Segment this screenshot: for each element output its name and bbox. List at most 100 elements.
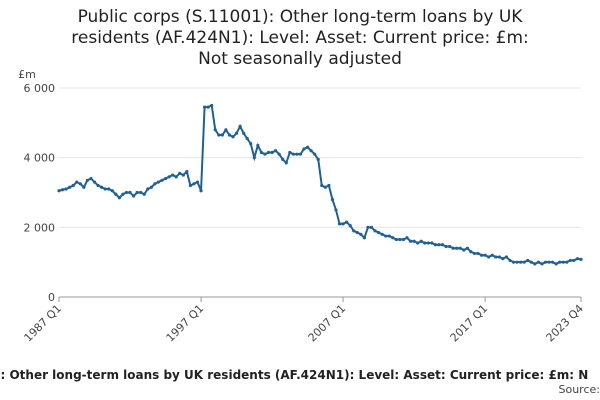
data-point: [284, 161, 288, 165]
data-point: [337, 222, 342, 226]
data-point: [352, 229, 356, 233]
data-point: [92, 180, 97, 184]
data-point: [483, 253, 487, 257]
data-point: [405, 236, 409, 240]
data-point: [437, 243, 441, 247]
data-point: [515, 260, 519, 264]
data-point: [565, 260, 569, 264]
data-point: [476, 251, 480, 256]
data-point: [490, 253, 494, 257]
data-point: [543, 260, 548, 264]
data-point: [146, 187, 150, 191]
y-unit: £m: [18, 68, 36, 81]
data-point: [398, 237, 402, 242]
data-point: [561, 260, 565, 264]
data-point: [192, 182, 196, 186]
data-point: [416, 241, 420, 245]
data-point: [114, 192, 118, 196]
data-point: [501, 257, 505, 261]
data-point: [540, 262, 544, 266]
y-tick-label: 6 000: [24, 82, 56, 95]
data-point: [291, 152, 295, 156]
data-point: [96, 183, 100, 188]
data-point: [511, 260, 516, 264]
data-point: [64, 187, 68, 191]
data-point: [330, 197, 335, 202]
data-point: [171, 173, 175, 177]
data-point: [373, 229, 377, 233]
data-point: [433, 243, 438, 247]
y-tick-label: 2 000: [24, 221, 56, 234]
data-point: [423, 241, 427, 245]
data-point: [245, 136, 249, 141]
data-point: [334, 208, 338, 212]
data-point: [508, 258, 512, 263]
data-point: [391, 236, 395, 240]
data-point: [355, 230, 359, 235]
data-point: [75, 180, 79, 184]
data-point: [274, 149, 278, 153]
data-point: [149, 185, 153, 189]
data-point: [185, 170, 189, 174]
data-point: [533, 262, 537, 266]
data-point: [263, 152, 267, 156]
data-point: [85, 178, 90, 182]
y-tick-label: 4 000: [24, 152, 56, 165]
data-point: [142, 192, 146, 196]
data-point: [174, 175, 178, 179]
data-point: [298, 152, 303, 156]
data-point: [401, 237, 406, 242]
data-point: [323, 185, 327, 189]
data-point: [426, 241, 430, 245]
data-point: [110, 189, 114, 193]
data-point: [554, 262, 558, 266]
data-point: [302, 147, 306, 151]
data-point: [558, 260, 562, 264]
x-tick-label: 2023 Q4: [544, 302, 587, 345]
data-point: [57, 189, 61, 193]
data-point: [369, 225, 374, 229]
data-point: [341, 222, 345, 226]
data-point: [462, 248, 466, 252]
data-point: [455, 246, 459, 250]
data-point: [479, 253, 484, 257]
data-point: [117, 196, 121, 200]
data-point: [281, 157, 285, 162]
data-point: [430, 241, 434, 245]
data-point: [313, 152, 317, 156]
data-point: [305, 145, 310, 149]
data-point: [60, 188, 65, 192]
data-point: [270, 150, 274, 155]
series-line: [58, 103, 582, 266]
data-point: [362, 236, 366, 240]
data-point: [71, 183, 75, 188]
x-tick-label: 1987 Q1: [22, 302, 65, 345]
x-tick-label: 1997 Q1: [164, 302, 207, 345]
data-point: [227, 133, 232, 137]
data-point: [547, 260, 551, 264]
data-point: [320, 183, 324, 188]
data-point: [451, 246, 455, 250]
data-point: [188, 183, 192, 188]
data-point: [156, 180, 161, 184]
data-point: [131, 194, 136, 198]
data-point: [103, 187, 107, 191]
data-point: [309, 149, 313, 153]
data-point: [472, 251, 477, 256]
data-point: [277, 152, 281, 156]
data-point: [419, 239, 423, 243]
data-point: [242, 131, 246, 135]
data-point: [178, 171, 182, 175]
data-point: [458, 246, 462, 250]
data-point: [163, 176, 168, 181]
data-point: [380, 232, 384, 236]
data-point: [210, 103, 214, 108]
data-point: [107, 187, 111, 191]
data-point: [384, 234, 388, 238]
data-point: [376, 230, 381, 235]
data-point: [345, 220, 349, 224]
data-point: [153, 182, 157, 186]
data-point: [469, 250, 473, 254]
data-point: [295, 152, 299, 156]
